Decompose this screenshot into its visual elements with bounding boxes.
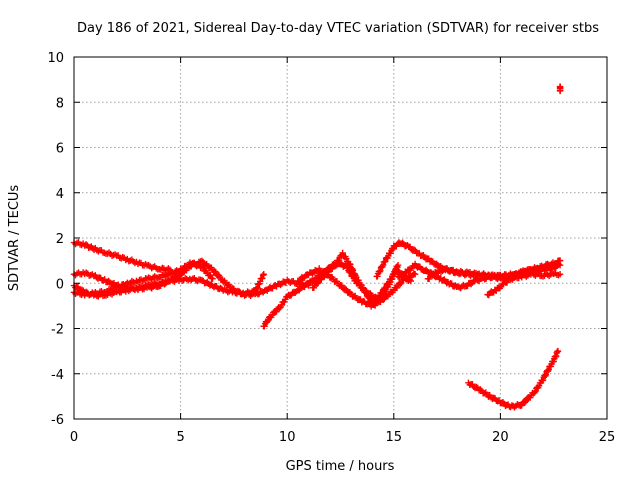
x-tick-label: 10 <box>279 430 296 445</box>
data-point <box>556 85 564 92</box>
data-point <box>398 279 405 287</box>
data-series-outlier <box>556 83 564 95</box>
data-series-arc-l <box>507 269 564 283</box>
y-tick-label: -6 <box>51 413 64 428</box>
data-point <box>212 268 219 276</box>
y-tick-label: -4 <box>51 368 64 383</box>
data-point <box>264 317 272 324</box>
data-point <box>260 271 267 278</box>
data-point <box>467 280 475 288</box>
x-tick-label: 25 <box>599 430 616 445</box>
data-points <box>70 83 564 411</box>
y-tick-label: 0 <box>56 277 64 292</box>
data-point <box>259 271 267 279</box>
data-point <box>521 399 529 406</box>
data-point <box>344 264 351 271</box>
data-point <box>511 404 518 411</box>
data-series-arc-c <box>70 271 267 300</box>
data-point <box>211 268 218 275</box>
data-point <box>346 268 354 275</box>
data-point <box>82 241 90 248</box>
data-point <box>538 262 545 269</box>
y-tick-label: 4 <box>56 187 64 202</box>
data-point <box>554 347 562 355</box>
data-point <box>277 281 284 289</box>
data-point <box>382 258 389 265</box>
data-point <box>378 290 385 297</box>
data-series-arc-a <box>70 239 174 274</box>
data-point <box>379 261 387 269</box>
data-series-arc-b <box>70 257 312 299</box>
data-point <box>396 280 404 288</box>
data-point <box>455 284 463 291</box>
data-series-arc-g <box>309 259 402 302</box>
data-point <box>379 296 387 303</box>
data-point <box>410 246 418 253</box>
grid <box>74 57 607 419</box>
data-point <box>313 280 321 288</box>
data-point <box>541 372 549 380</box>
x-tick-label: 15 <box>386 430 403 445</box>
y-tick-label: 8 <box>56 96 64 111</box>
data-point <box>411 271 419 278</box>
data-point <box>379 289 386 296</box>
data-point <box>198 276 206 284</box>
data-point <box>549 259 557 266</box>
data-point <box>382 284 390 291</box>
data-point <box>273 308 280 315</box>
y-tick-label: 6 <box>56 142 64 157</box>
x-tick-label: 0 <box>70 430 78 445</box>
data-series-arc-m <box>465 347 562 411</box>
data-point <box>502 272 510 280</box>
data-point <box>314 279 322 287</box>
data-point <box>209 275 216 282</box>
data-point <box>318 276 325 283</box>
data-point <box>394 261 402 269</box>
data-point <box>178 266 186 273</box>
data-point <box>473 383 480 391</box>
y-axis-label: SDTVAR / TECUs <box>7 185 22 292</box>
x-axis-label: GPS time / hours <box>286 459 395 474</box>
chart-title: Day 186 of 2021, Sidereal Day-to-day VTE… <box>77 21 599 36</box>
data-point <box>95 248 102 255</box>
data-point <box>339 249 346 257</box>
axis-ticks: 0 5 10 15 20 25 -6 -4 -2 0 2 4 6 8 10 <box>47 51 615 445</box>
x-tick-label: 20 <box>492 430 509 445</box>
y-tick-label: 2 <box>56 232 64 247</box>
data-point <box>542 371 550 379</box>
data-point <box>111 251 119 258</box>
data-point <box>477 386 484 393</box>
data-series-arc-d <box>70 259 216 299</box>
data-point <box>382 285 389 292</box>
y-tick-label: -2 <box>51 323 64 338</box>
data-point <box>254 284 261 291</box>
data-point <box>347 269 354 277</box>
data-point <box>539 376 547 384</box>
data-point <box>309 278 316 285</box>
data-point <box>342 285 349 292</box>
data-point <box>259 274 266 282</box>
data-point <box>377 267 384 275</box>
data-series-arc-j <box>424 265 504 283</box>
data-point <box>365 299 372 307</box>
data-series-arc-k <box>484 257 564 299</box>
data-point <box>207 272 214 279</box>
data-point <box>497 273 504 280</box>
data-point <box>376 268 383 275</box>
data-series-arc-f <box>294 265 419 310</box>
data-point <box>545 261 552 268</box>
data-point <box>531 389 538 396</box>
data-point <box>264 318 271 325</box>
data-point <box>556 257 564 264</box>
data-point <box>532 388 539 395</box>
data-point <box>198 257 206 264</box>
data-point <box>556 271 564 278</box>
y-tick-label: 10 <box>47 51 64 66</box>
x-tick-label: 5 <box>176 430 184 445</box>
